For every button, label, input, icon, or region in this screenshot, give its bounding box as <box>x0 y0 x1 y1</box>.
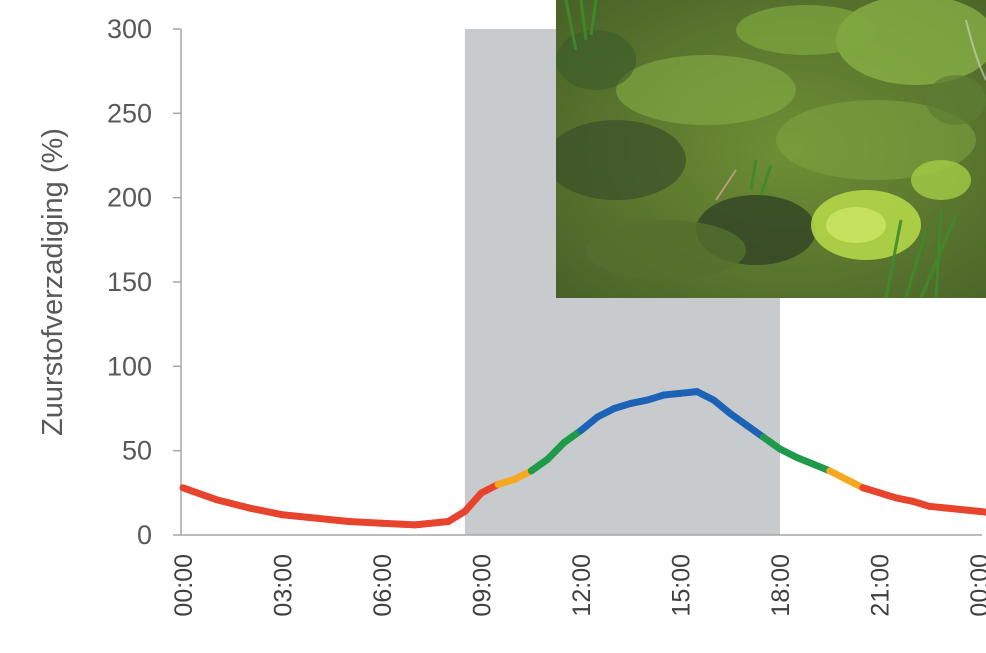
series-segment <box>312 514 353 526</box>
y-tick-label: 0 <box>137 520 152 550</box>
x-tick-labels: 00:00 03:00 06:00 09:00 12:00 15:00 18:00 21:00… <box>170 554 986 617</box>
x-tick-label: 12:00 <box>568 554 596 617</box>
x-tick-label: 00:00 <box>170 554 198 617</box>
series-segment <box>577 413 602 434</box>
series-segment <box>710 396 734 418</box>
series-segment <box>461 489 485 515</box>
series-segment <box>411 518 452 529</box>
y-tick-labels: 0 50 100 150 200 250 300 <box>107 14 181 550</box>
series-segment <box>975 507 986 516</box>
series-segment <box>212 496 253 512</box>
x-tick-label: 03:00 <box>270 554 298 617</box>
y-tick-label: 50 <box>122 436 152 466</box>
series-segment <box>245 504 286 519</box>
x-tick-label: 00:00 <box>966 554 986 617</box>
y-tick-label: 300 <box>107 14 152 44</box>
series-segment <box>279 511 320 522</box>
oxygen-saturation-series <box>179 388 986 529</box>
y-tick-label: 150 <box>107 267 152 297</box>
y-tick-label: 250 <box>107 98 152 128</box>
y-axis-label: Zuurstofverzadiging (%) <box>37 128 69 436</box>
y-tick-label: 100 <box>107 351 152 381</box>
x-tick-label: 15:00 <box>668 554 696 617</box>
x-tick-label: 21:00 <box>867 554 895 617</box>
x-tick-label: 06:00 <box>369 554 397 617</box>
photo-image <box>556 0 986 298</box>
algae-pond-photo <box>556 0 986 298</box>
series-segment <box>942 504 983 515</box>
x-tick-label: 18:00 <box>767 554 795 617</box>
series-segment <box>544 438 568 463</box>
x-tick-label: 09:00 <box>469 554 497 617</box>
series-segment <box>378 519 419 529</box>
y-tick-label: 200 <box>107 183 152 213</box>
series-segment <box>345 518 386 527</box>
series-segment <box>179 484 220 504</box>
